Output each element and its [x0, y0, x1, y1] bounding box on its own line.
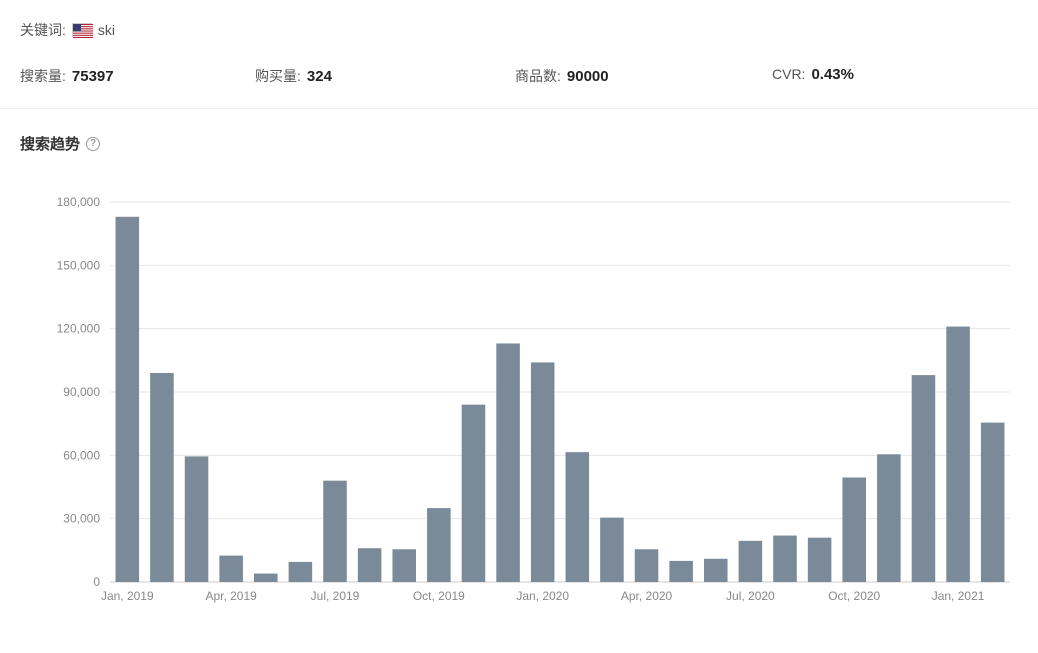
bar[interactable] [877, 454, 901, 582]
x-axis-label: Jan, 2019 [101, 589, 154, 603]
x-axis-label: Oct, 2020 [828, 589, 880, 603]
y-axis-label: 150,000 [57, 258, 101, 272]
metric-label: 搜索量: [20, 66, 66, 86]
metric-label: 商品数: [515, 66, 561, 86]
metric-value: 324 [307, 68, 332, 85]
y-axis-label: 90,000 [63, 385, 100, 399]
bar[interactable] [566, 452, 590, 582]
chart-title-row: 搜索趋势 ? [20, 133, 1018, 154]
metric-label: 购买量: [255, 66, 301, 86]
bar[interactable] [150, 373, 174, 582]
bar[interactable] [912, 375, 936, 582]
x-axis-label: Apr, 2019 [205, 589, 257, 603]
x-axis-label: Jan, 2020 [516, 589, 569, 603]
bar[interactable] [427, 508, 451, 582]
us-flag-icon [72, 23, 92, 37]
chart-container: 0 30,000 60,000 90,000 120,000 150,000 180,000… [20, 162, 1018, 622]
chart-title: 搜索趋势 [20, 133, 80, 154]
y-axis-label: 0 [93, 575, 100, 589]
help-icon[interactable]: ? [86, 137, 100, 151]
bar[interactable] [981, 423, 1005, 582]
bar[interactable] [116, 217, 140, 582]
bar[interactable] [254, 574, 278, 582]
bar[interactable] [462, 405, 486, 582]
bar[interactable] [600, 518, 624, 582]
bar[interactable] [773, 536, 797, 582]
chart-section: 搜索趋势 ? 0 30,000 60,000 90,000 120,000 150,000… [0, 109, 1038, 622]
y-axis-label: 180,000 [57, 195, 101, 209]
x-axis-label: Apr, 2020 [621, 589, 673, 603]
bar[interactable] [219, 556, 243, 582]
keyword-row: 关键词: ski [20, 20, 1018, 40]
bar[interactable] [842, 478, 866, 583]
metric-value: 90000 [567, 68, 609, 85]
metric-product-count: 商品数: 90000 [515, 66, 772, 86]
x-axis-label: Oct, 2019 [413, 589, 465, 603]
y-axis-label: 30,000 [63, 512, 100, 526]
metric-cvr: CVR: 0.43% [772, 66, 854, 86]
x-axis-label: Jul, 2020 [726, 589, 775, 603]
y-axis-label: 60,000 [63, 448, 100, 462]
x-axis-label: Jan, 2021 [932, 589, 985, 603]
bar[interactable] [358, 548, 382, 582]
metric-purchase-volume: 购买量: 324 [255, 66, 515, 86]
y-axis-label: 120,000 [57, 322, 101, 336]
metrics-row: 搜索量: 75397 购买量: 324 商品数: 90000 CVR: 0.43… [20, 66, 1018, 86]
bar[interactable] [289, 562, 313, 582]
metric-label: CVR: [772, 66, 805, 82]
keyword-value: ski [98, 22, 115, 38]
bar-chart: 0 30,000 60,000 90,000 120,000 150,000 180,000… [20, 162, 1018, 614]
bar[interactable] [946, 327, 970, 582]
bar[interactable] [739, 541, 763, 582]
summary-header: 关键词: ski 搜索量: 75397 购买量: [0, 0, 1038, 109]
bar[interactable] [808, 538, 832, 582]
metric-value: 75397 [72, 68, 114, 85]
bar[interactable] [669, 561, 693, 582]
bar[interactable] [635, 549, 659, 582]
keyword-label: 关键词: [20, 20, 66, 40]
bar[interactable] [704, 559, 728, 582]
bar[interactable] [323, 481, 347, 582]
metric-value: 0.43% [811, 66, 854, 83]
bar[interactable] [185, 456, 209, 582]
bar[interactable] [496, 343, 520, 582]
metric-search-volume: 搜索量: 75397 [20, 66, 255, 86]
bar[interactable] [392, 549, 416, 582]
x-axis-label: Jul, 2019 [311, 589, 360, 603]
bar[interactable] [531, 362, 555, 582]
